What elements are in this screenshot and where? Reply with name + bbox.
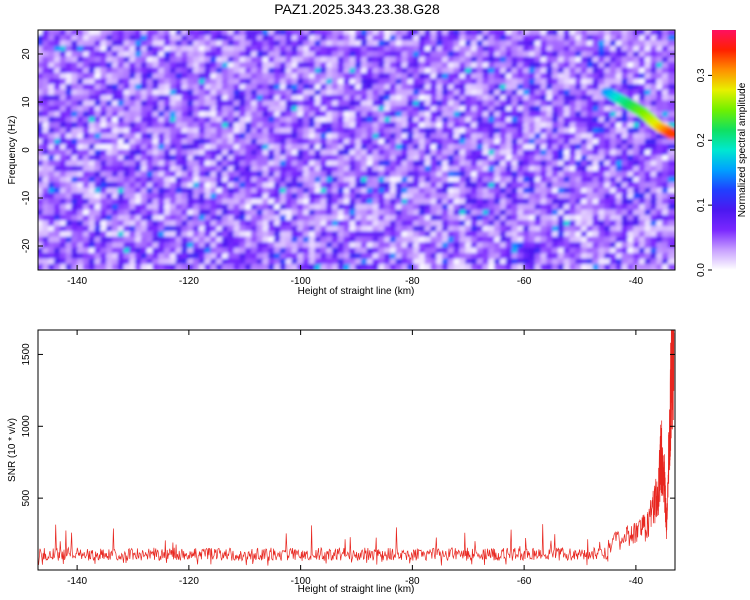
colorbar-tick-label: 0.1 <box>696 198 707 212</box>
spectrogram-cell <box>667 89 675 96</box>
y-tick-label: 1000 <box>21 415 32 438</box>
spectrogram-cell <box>667 67 675 75</box>
spectrogram-cells <box>38 30 675 270</box>
spectrogram-cell <box>667 51 675 58</box>
y-tick-label: 10 <box>21 96 32 108</box>
x-tick-label: -60 <box>517 276 532 287</box>
y-tick-label: 500 <box>21 489 32 506</box>
snr-background <box>38 330 675 570</box>
colorbar-label: Normalized spectral amplitude <box>737 82 748 217</box>
spectrogram-cell <box>667 30 675 36</box>
y-tick-label: 20 <box>21 48 32 60</box>
x-tick-label: -40 <box>629 276 644 287</box>
spectrogram-cell <box>667 56 675 64</box>
snr-y-axis-label: SNR (10 * v/v) <box>7 418 18 482</box>
colorbar-tick-label: 0.0 <box>696 263 707 277</box>
x-tick-label: -120 <box>179 276 199 287</box>
y-tick-label: 0 <box>21 147 32 153</box>
x-tick-label: -140 <box>67 276 87 287</box>
colorbar: 0.0 0.1 0.2 0.3 Normalized spectral amplitu… <box>696 30 748 277</box>
snr-x-axis-label: Height of straight line (km) <box>298 584 415 595</box>
spectrogram-cell <box>667 45 675 53</box>
y-tick-label: -20 <box>21 238 32 253</box>
spectrogram-x-axis-label: Height of straight line (km) <box>298 286 415 297</box>
colorbar-gradient <box>712 30 736 270</box>
colorbar-tick-label: 0.3 <box>696 68 707 82</box>
x-tick-label: -60 <box>517 576 532 587</box>
spectrogram-cell <box>667 73 675 80</box>
x-tick-label: -40 <box>629 576 644 587</box>
spectrogram-cell <box>667 40 675 47</box>
figure-title: PAZ1.2025.343.23.38.G28 <box>274 1 440 17</box>
spectrogram-cell <box>667 84 675 91</box>
spectrogram-cell <box>667 62 675 69</box>
x-tick-label: -140 <box>67 576 87 587</box>
spectrogram-cell <box>667 78 675 86</box>
x-tick-label: -120 <box>179 576 199 587</box>
spectrogram-y-axis-label: Frequency (Hz) <box>7 116 18 185</box>
spectrogram-ridge-point <box>665 129 675 139</box>
spectrogram-cell <box>667 35 675 42</box>
y-tick-label: 1500 <box>21 343 32 366</box>
y-tick-label: -10 <box>21 190 32 205</box>
colorbar-tick-label: 0.2 <box>696 133 707 147</box>
colorbar-ticks: 0.0 0.1 0.2 0.3 <box>696 68 712 277</box>
